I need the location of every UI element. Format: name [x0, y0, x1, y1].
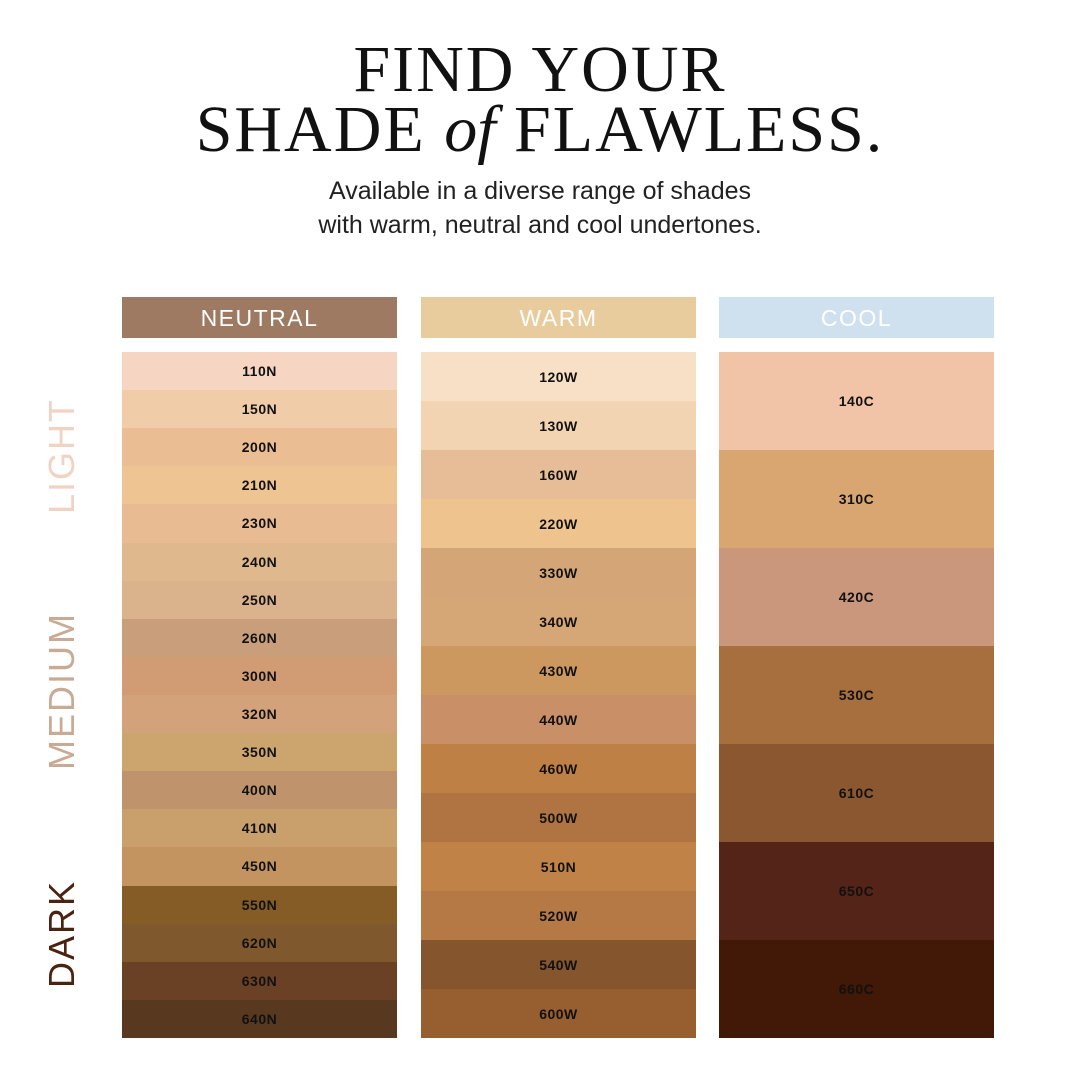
- shade-swatch: 130W: [421, 401, 696, 450]
- shade-swatch: 520W: [421, 891, 696, 940]
- shade-swatch: 140C: [719, 352, 994, 450]
- shade-swatch: 200N: [122, 428, 397, 467]
- swatch-list-cool: 140C 310C 420C 530C 610C 650C 660C: [719, 352, 994, 1038]
- shade-swatch: 650C: [719, 842, 994, 940]
- swatch-list-neutral: 110N 150N 200N 210N 230N 240N 250N 260N 300N 320N…: [122, 352, 397, 1038]
- shade-swatch: 430W: [421, 646, 696, 695]
- shade-swatch: 330W: [421, 548, 696, 597]
- shade-swatch: 250N: [122, 580, 397, 619]
- shade-swatch: 160W: [421, 450, 696, 499]
- shade-swatch: 230N: [122, 504, 397, 543]
- shade-swatch: 630N: [122, 961, 397, 1000]
- subtitle-line2: with warm, neutral and cool undertones.: [318, 211, 762, 239]
- shade-swatch: 220W: [421, 499, 696, 548]
- subtitle: Available in a diverse range of shades wi…: [0, 174, 1080, 242]
- shade-swatch: 530C: [719, 646, 994, 744]
- depth-label-dark: DARK: [41, 879, 82, 989]
- headline-flawless: FLAWLESS.: [514, 93, 885, 166]
- shade-swatch: 320N: [122, 694, 397, 734]
- shade-swatch: 240N: [122, 542, 397, 581]
- shade-swatch: 510N: [421, 842, 696, 891]
- shade-swatch: 420C: [719, 548, 994, 646]
- shade-swatch: 210N: [122, 466, 397, 505]
- shade-swatch: 410N: [122, 809, 397, 848]
- shade-swatch: 310C: [719, 450, 994, 548]
- shade-swatch: 110N: [122, 352, 397, 391]
- shade-swatch: 300N: [122, 656, 397, 695]
- shade-swatch: 260N: [122, 618, 397, 657]
- shade-swatch: 620N: [122, 923, 397, 962]
- depth-label-light: LIGHT: [41, 397, 82, 515]
- shade-swatch: 550N: [122, 885, 397, 924]
- shade-swatch: 500W: [421, 793, 696, 842]
- headline-line2: SHADE of FLAWLESS.: [0, 97, 1080, 163]
- shade-swatch: 660C: [719, 940, 994, 1038]
- shade-swatch: 640N: [122, 999, 397, 1038]
- shade-swatch: 460W: [421, 744, 696, 793]
- headline-of: of: [444, 93, 496, 166]
- headline-line1: FIND YOUR: [353, 33, 727, 106]
- shade-swatch: 610C: [719, 744, 994, 842]
- shade-swatch: 400N: [122, 771, 397, 810]
- shade-swatch: 120W: [421, 352, 696, 401]
- shade-swatch: 450N: [122, 847, 397, 886]
- shade-swatch: 340W: [421, 597, 696, 646]
- shade-swatch: 440W: [421, 695, 696, 744]
- headline-shade: SHADE: [195, 93, 426, 166]
- column-header-neutral: NEUTRAL: [122, 297, 397, 338]
- swatch-list-warm: 120W 130W 160W 220W 330W 340W 430W 440W 460W 500W…: [421, 352, 696, 1038]
- column-header-cool: COOL: [719, 297, 994, 338]
- shade-swatch: 540W: [421, 940, 696, 989]
- shade-swatch: 600W: [421, 989, 696, 1038]
- depth-label-medium: MEDIUM: [41, 612, 82, 770]
- subtitle-line1: Available in a diverse range of shades: [328, 177, 752, 205]
- shade-swatch: 350N: [122, 733, 397, 772]
- column-header-warm: WARM: [421, 297, 696, 338]
- shade-swatch: 150N: [122, 390, 397, 429]
